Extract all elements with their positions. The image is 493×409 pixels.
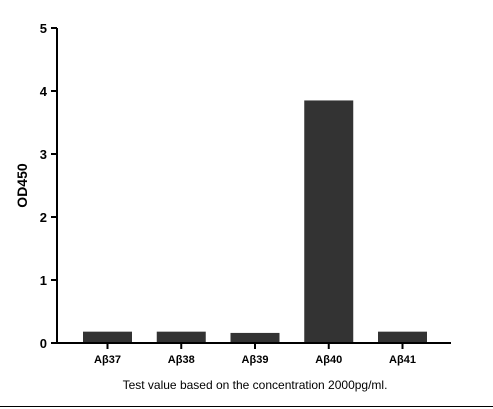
x-tick-label: Aβ38 bbox=[168, 354, 195, 366]
bar-1 bbox=[156, 331, 206, 343]
y-tick-label: 2 bbox=[40, 210, 47, 225]
bar-2 bbox=[230, 332, 280, 343]
x-tick-label: Aβ37 bbox=[94, 354, 121, 366]
y-tick-label: 3 bbox=[40, 147, 47, 162]
y-tick-label: 5 bbox=[40, 21, 47, 36]
y-tick-label: 4 bbox=[40, 84, 48, 99]
y-axis-title: OD450 bbox=[14, 163, 30, 208]
bars-group bbox=[83, 100, 427, 343]
y-ticks-group: 0 1 2 3 4 5 bbox=[40, 21, 57, 351]
y-tick-label: 1 bbox=[40, 273, 47, 288]
bar-0 bbox=[83, 331, 132, 343]
y-tick-label: 0 bbox=[40, 336, 47, 351]
bar-4 bbox=[378, 331, 427, 343]
x-axis-caption: Test value based on the concentration 20… bbox=[123, 378, 388, 392]
x-tick-label: Aβ41 bbox=[389, 354, 416, 366]
x-tick-label: Aβ40 bbox=[315, 354, 342, 366]
x-ticks-group: Aβ37 Aβ38 Aβ39 Aβ40 Aβ41 bbox=[94, 343, 416, 366]
x-tick-label: Aβ39 bbox=[242, 354, 269, 366]
bar-3 bbox=[304, 100, 354, 343]
